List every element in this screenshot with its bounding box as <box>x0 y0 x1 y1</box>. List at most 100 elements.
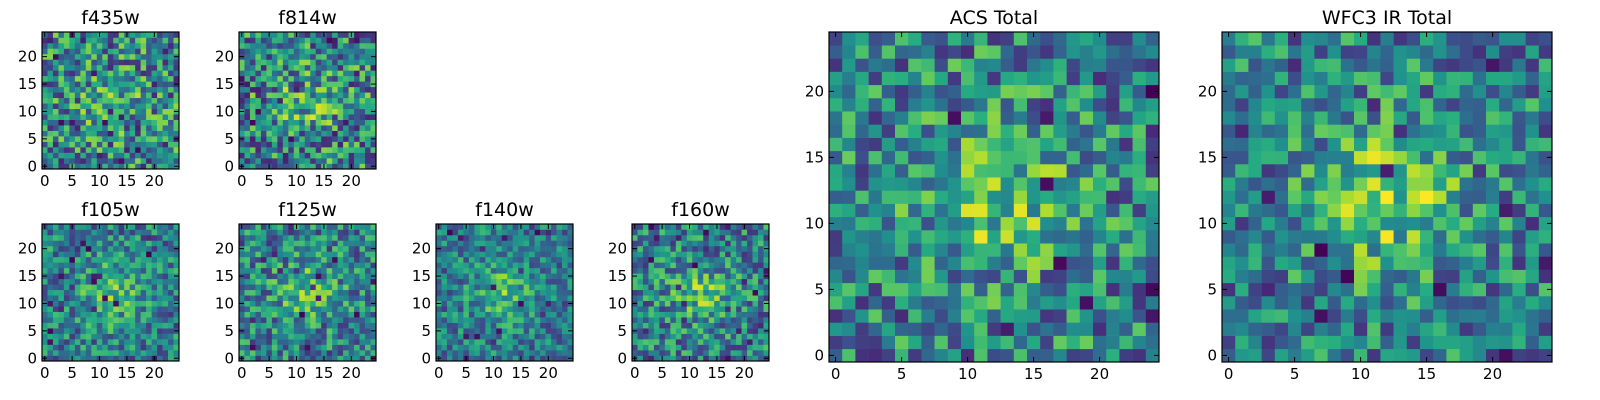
heatmap-cell <box>518 328 524 334</box>
heatmap-cell <box>91 273 98 280</box>
heatmap-cell <box>457 245 464 252</box>
heatmap-cell <box>452 245 459 252</box>
heatmap-cell <box>747 317 753 323</box>
heatmap-cell <box>266 103 273 110</box>
heatmap-cell <box>96 37 103 44</box>
heatmap-cell <box>293 158 300 164</box>
heatmap-cell <box>332 81 338 88</box>
heatmap-cell <box>260 273 267 280</box>
heatmap-cell <box>648 355 655 362</box>
heatmap-cell <box>1040 216 1054 231</box>
heatmap-cell <box>315 92 322 99</box>
heatmap-cell <box>315 317 322 323</box>
heatmap-cell <box>1288 348 1302 363</box>
heatmap-cell <box>479 328 486 334</box>
y-tick-label: 20 <box>805 82 824 100</box>
heatmap-cell <box>763 350 770 356</box>
heatmap-cell <box>763 306 770 312</box>
heatmap-cell <box>987 190 1001 204</box>
heatmap-cell <box>518 344 524 351</box>
heatmap-cell <box>686 262 693 269</box>
heatmap-cell <box>1053 322 1067 336</box>
heatmap-cell <box>1380 177 1394 191</box>
heatmap-cell <box>173 37 180 44</box>
heatmap-cell <box>157 53 163 60</box>
heatmap-cell <box>1248 282 1262 297</box>
heatmap-cell <box>332 278 338 285</box>
heatmap-cell <box>1145 111 1160 125</box>
heatmap-cell <box>523 355 530 362</box>
heatmap-cell <box>908 137 922 152</box>
heatmap-cell <box>653 224 660 230</box>
heatmap-cell <box>249 86 256 93</box>
heatmap-cell <box>293 306 300 312</box>
heatmap-cell <box>551 306 557 312</box>
heatmap-cell <box>934 124 949 138</box>
heatmap-cell <box>354 64 360 71</box>
heatmap-cell <box>288 317 295 323</box>
heatmap-cell <box>52 251 59 258</box>
heatmap-cell <box>249 125 256 131</box>
heatmap-cell <box>1093 256 1107 270</box>
heatmap-cell <box>293 278 300 285</box>
heatmap-cell <box>947 84 962 99</box>
heatmap-cell <box>299 344 306 351</box>
heatmap-cell <box>365 81 371 88</box>
heatmap-cell <box>1406 177 1421 191</box>
heatmap-cell <box>730 273 737 280</box>
heatmap-cell <box>642 306 649 312</box>
heatmap-cell <box>239 350 245 356</box>
heatmap-cell <box>271 267 278 274</box>
heatmap-cell <box>80 328 87 334</box>
heatmap-cell <box>255 53 262 60</box>
heatmap-cell <box>299 322 306 329</box>
y-tick-label: 0 <box>27 349 37 367</box>
y-tick-label: 15 <box>412 267 431 285</box>
heatmap-cell <box>337 245 344 252</box>
heatmap-cell <box>52 114 59 120</box>
heatmap-cell <box>343 42 349 49</box>
heatmap-cell <box>80 224 87 230</box>
heatmap-cell <box>1013 45 1028 59</box>
heatmap-cell <box>714 300 720 307</box>
heatmap-cell <box>736 224 742 230</box>
heatmap-cell <box>332 125 338 131</box>
heatmap-cell <box>697 234 704 241</box>
heatmap-cell <box>315 42 322 49</box>
heatmap-cell <box>260 289 267 296</box>
heatmap-cell <box>1132 137 1147 152</box>
heatmap-cell <box>271 328 278 334</box>
heatmap-cell <box>42 234 48 241</box>
heatmap-cell <box>74 350 81 356</box>
heatmap-cell <box>277 147 284 153</box>
heatmap-cell <box>474 344 481 351</box>
heatmap-cell <box>173 97 180 104</box>
heatmap-cell <box>567 289 574 296</box>
heatmap-cell <box>1301 190 1315 204</box>
heatmap-cell <box>146 333 152 340</box>
heatmap-cell <box>354 322 360 329</box>
heatmap-cell <box>987 84 1001 99</box>
heatmap-cell <box>244 317 251 323</box>
heatmap-cell <box>675 234 682 241</box>
heatmap-cell <box>168 125 174 131</box>
heatmap-cell <box>1040 164 1054 178</box>
heatmap-cell <box>299 251 306 258</box>
heatmap-cell <box>1106 309 1120 323</box>
heatmap-cell <box>648 256 655 263</box>
heatmap-cell <box>1145 150 1160 165</box>
heatmap-cell <box>485 289 492 296</box>
heatmap-cell <box>74 267 81 274</box>
heatmap-cell <box>271 284 278 291</box>
heatmap-cell <box>321 300 327 307</box>
heatmap-cell <box>359 152 366 159</box>
heatmap-cell <box>485 267 492 274</box>
heatmap-cell <box>1406 322 1421 336</box>
heatmap-cell <box>1406 256 1421 270</box>
heatmap-cell <box>151 289 158 296</box>
heatmap-cell <box>567 344 574 351</box>
heatmap-cell <box>1433 309 1447 323</box>
heatmap-cell <box>326 284 333 291</box>
heatmap-cell <box>1327 256 1342 270</box>
heatmap-cell <box>490 240 497 247</box>
